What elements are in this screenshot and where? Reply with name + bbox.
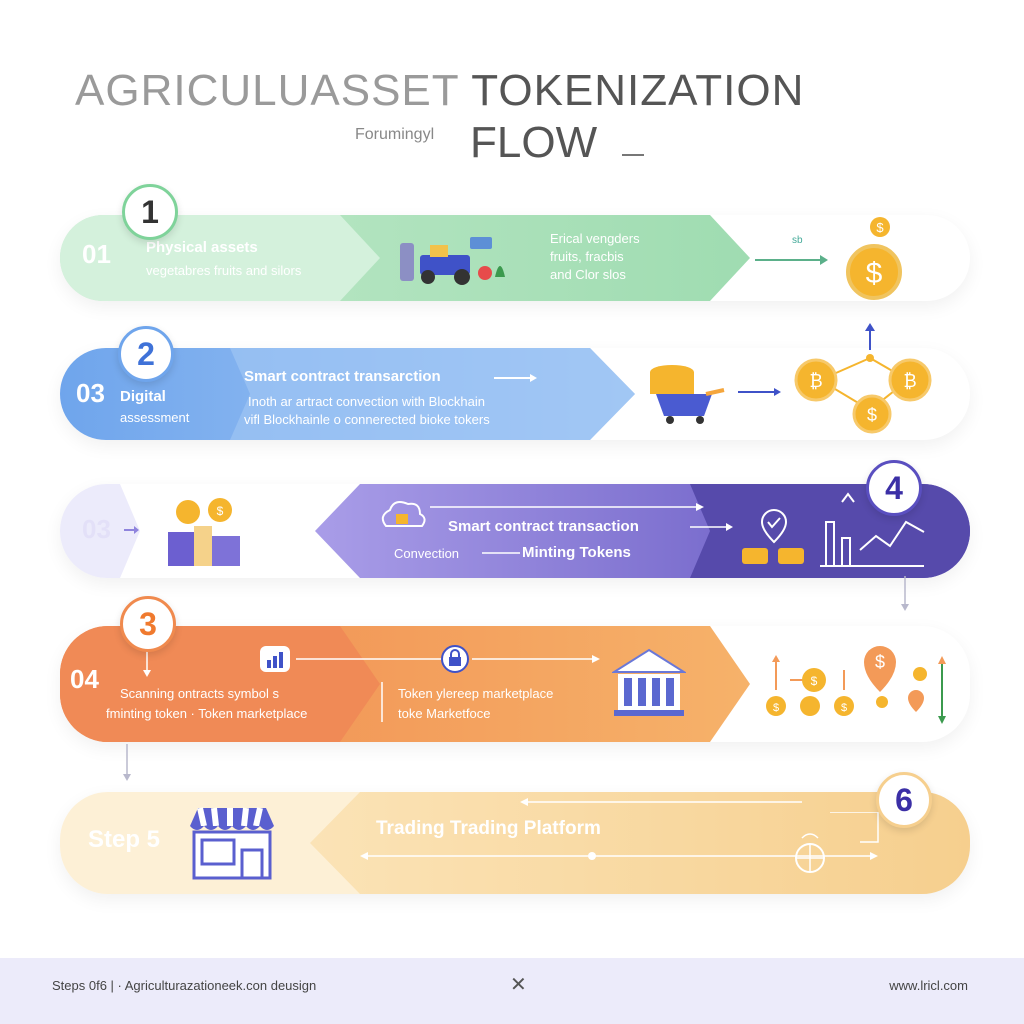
footer-bar: Steps 0f6 | · Agriculturazationeek.con d…	[0, 958, 1024, 1024]
cloud-lock-icon	[381, 501, 426, 527]
row-4-sublabel: fminting token · Token marketplace	[106, 706, 308, 721]
location-coins-icon	[742, 508, 804, 564]
lock-badge-icon	[441, 645, 469, 673]
arrow-down-icon	[123, 744, 131, 781]
arrow-left-icon	[520, 798, 802, 806]
svg-text:$: $	[841, 702, 847, 714]
cart-coins-icon	[650, 365, 725, 424]
title-dash	[622, 154, 644, 156]
row-3-number: 03	[82, 514, 111, 544]
flow-row-2: 03 Digital assessment Smart contract tra…	[60, 348, 970, 440]
svg-text:$: $	[811, 674, 818, 688]
arrow-right-icon	[690, 523, 733, 531]
svg-text:₿: ₿	[809, 371, 822, 391]
row-2-center-title: Smart contract transarction	[244, 368, 441, 385]
step-badge-6: 6	[876, 772, 932, 828]
arrow-right-icon	[494, 374, 537, 382]
row-2-sublabel: assessment	[120, 410, 190, 425]
title-part-1: AGRICULUASSET	[75, 66, 459, 115]
footer-url[interactable]: www.lricl.com	[889, 978, 968, 993]
bank-icon	[612, 648, 686, 716]
footer-left-text: Steps 0f6 | · Agriculturazationeek.con d…	[52, 978, 317, 993]
flow-row-1: 01 Physical assets vegetabres fruits and…	[60, 215, 970, 301]
close-icon[interactable]: ✕	[510, 974, 527, 996]
arrow-right-icon	[296, 655, 600, 663]
bitcoin-network-icon: ₿ ₿ $	[794, 354, 932, 434]
step-badge-2: 2	[118, 326, 174, 382]
page-title: AGRICULUASSET TOKENIZATION	[75, 66, 804, 116]
step-badge-1: 1	[122, 184, 178, 240]
row-2-center-line-2: vifl Blockhainle o connerected bioke tok…	[244, 412, 490, 427]
svg-text:$: $	[773, 702, 779, 714]
row-3-center-right: Minting Tokens	[522, 544, 631, 561]
row-4-center-line-1: Token ylereep marketplace	[398, 686, 554, 701]
growth-chart-icon	[820, 492, 925, 567]
row-1-right-3: and Clor slos	[550, 267, 626, 282]
svg-text:$: $	[876, 220, 884, 235]
row-5-center-title: Trading Trading Platform	[376, 818, 601, 839]
row-1-label: Physical assets	[146, 239, 258, 256]
row-2-background	[60, 348, 635, 440]
row-4-background	[60, 626, 750, 742]
flow-row-3: 03 $ Smart contract transaction Convecti…	[60, 484, 970, 578]
flow-row-4: 04 Scanning ontracts symbol s fminting t…	[60, 626, 970, 742]
arrow-down-icon	[901, 576, 909, 611]
row-3-center-left: Convection	[394, 546, 460, 561]
svg-text:$: $	[217, 504, 224, 518]
row-4-number: 04	[70, 664, 99, 694]
svg-text:$: $	[866, 257, 883, 290]
arrow-right-icon	[755, 255, 828, 265]
row-1-sublabel: vegetabres fruits and silors	[146, 263, 302, 278]
title-part-3: FLOW	[470, 118, 598, 167]
step-badge-4: 4	[866, 460, 922, 516]
svg-text:₿: ₿	[903, 371, 916, 391]
arrow-right-icon	[430, 503, 704, 511]
coin-flow-icon: $ $ $ $	[766, 646, 946, 724]
row-1-tiny-label: sb	[792, 235, 803, 246]
globe-network-icon	[795, 812, 879, 873]
arrow-up-icon	[865, 323, 875, 350]
row-4-label: Scanning ontracts symbol s	[120, 686, 279, 701]
row-2-label: Digital	[120, 388, 166, 405]
dollar-coin-icon: $ $	[846, 217, 902, 300]
step-badge-3: 3	[120, 596, 176, 652]
row-2-center-line-1: Inoth ar artract convection with Blockha…	[248, 394, 486, 409]
page-subtitle: Forumingyl	[355, 126, 435, 143]
arrow-double-icon	[360, 852, 878, 860]
arrow-right-icon	[482, 552, 520, 554]
row-2-number: 03	[76, 378, 105, 408]
divider	[381, 682, 383, 722]
flow-row-5: Step 5 Trading Trading Platform	[60, 792, 970, 894]
svg-text:$: $	[867, 405, 877, 425]
row-3-center-title: Smart contract transaction	[448, 518, 639, 535]
row-1-background	[60, 215, 750, 301]
arrow-right-icon	[738, 388, 781, 396]
row-4-center-line-2: toke Marketfoce	[398, 706, 491, 721]
arrow-right-icon	[124, 526, 139, 534]
title-part-2: TOKENIZATION	[471, 66, 805, 115]
row-1-number: 01	[82, 239, 111, 269]
row-5-number: Step 5	[88, 826, 161, 853]
bar-chart-icon	[260, 646, 290, 672]
row-1-right-1: Erical vengders	[550, 231, 640, 246]
coin-stack-icon: $	[168, 498, 240, 566]
row-1-right-2: fruits, fracbis	[550, 249, 624, 264]
storefront-icon	[190, 807, 274, 880]
tractor-produce-icon	[400, 237, 505, 285]
svg-text:$: $	[875, 652, 885, 672]
